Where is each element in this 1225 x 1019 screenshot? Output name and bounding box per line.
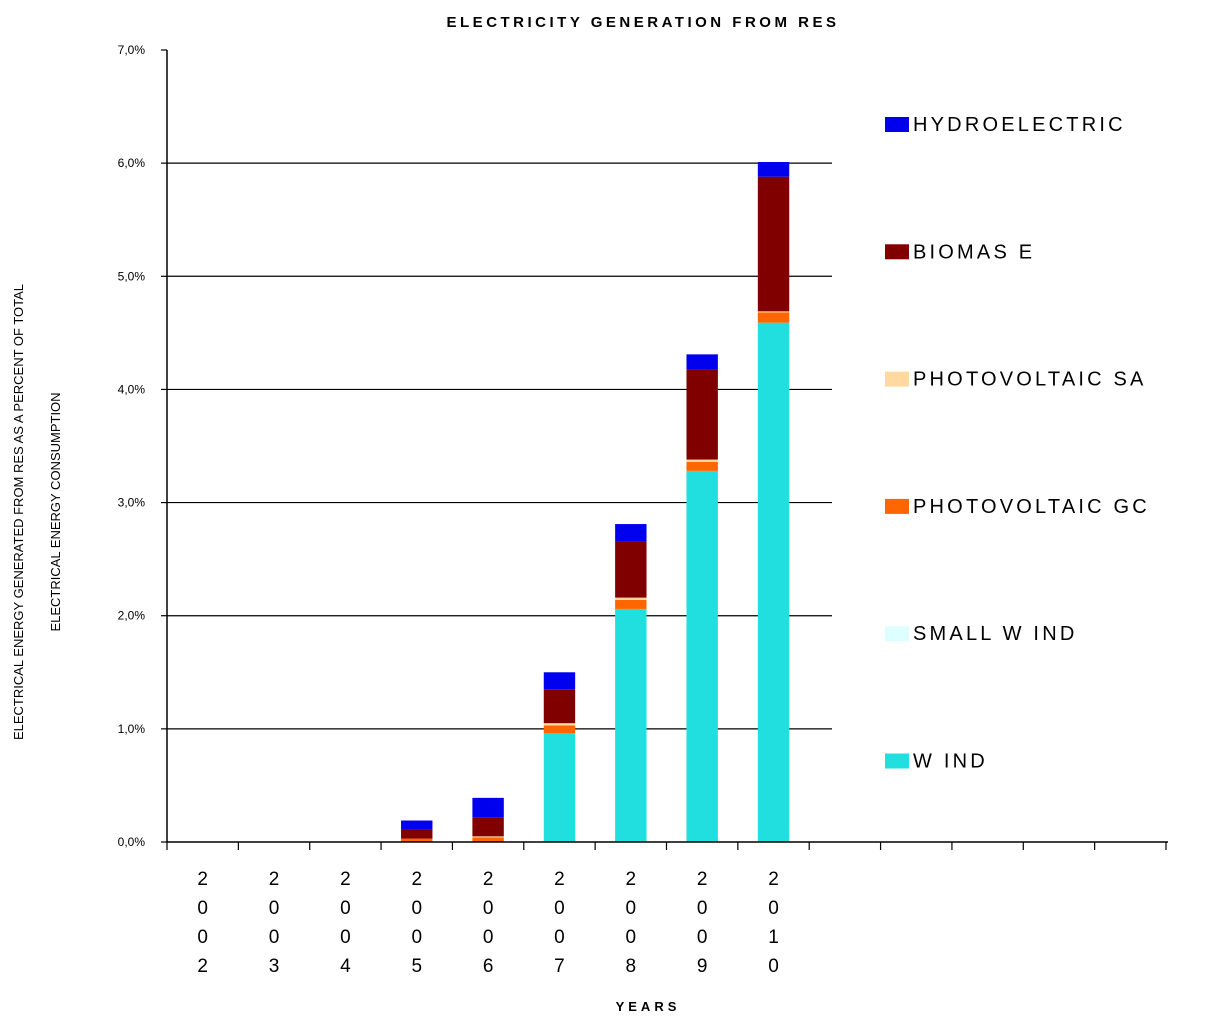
chart-title: ELECTRICITY GENERATION FROM RES: [447, 14, 840, 31]
legend-swatch: [885, 371, 909, 387]
bar-segment: [686, 459, 718, 462]
legend-swatch: [885, 753, 909, 769]
y-tick-label: 3,0%: [118, 496, 146, 510]
legend-swatch: [885, 498, 909, 514]
bar-segment: [472, 817, 504, 837]
bar-segment: [686, 354, 718, 370]
y-tick-label: 7,0%: [118, 43, 146, 57]
bar-segment: [615, 608, 647, 842]
y-tick-label: 2,0%: [118, 609, 146, 623]
legend-label: PHOTOVOLTAIC GC: [913, 496, 1150, 518]
bar-segment: [686, 461, 718, 471]
bar-segment: [543, 723, 576, 726]
bar-segment: [615, 541, 647, 598]
x-tick-labels: 2 0 0 2 2 0 0 3 2 0 0 4 2 0 0 5 2 0 0 6 2 0 0 7 2 0 0 8 2 0 0 9 2 0 1 0: [197, 869, 778, 977]
legend-label: SMALL W IND: [913, 623, 1077, 645]
bar-segment: [615, 599, 647, 609]
legend-item: PHOTOVOLTAIC GC: [885, 496, 1150, 518]
bar-segment: [615, 524, 647, 542]
legend-item: HYDROELECTRIC: [885, 114, 1126, 136]
legend-item: SMALL W IND: [885, 623, 1077, 645]
y-tick-label: 6,0%: [118, 156, 146, 170]
legend-label: PHOTOVOLTAIC SA: [913, 369, 1147, 391]
legend-swatch: [885, 117, 909, 132]
y-tick-label: 5,0%: [118, 269, 146, 283]
bar-segment: [401, 820, 433, 830]
bar-segment: [472, 837, 504, 842]
gridlines: [167, 162, 832, 730]
bar-segment: [543, 725, 576, 734]
bars: [401, 162, 790, 842]
bar-segment: [543, 672, 576, 690]
bar-segment: [401, 829, 433, 839]
bar-segment: [686, 470, 718, 842]
legend-swatch: [885, 626, 909, 642]
bar-segment: [472, 797, 504, 818]
y-axis-title-line-1: ELECTRICAL ENERGY GENERATED FROM RES AS …: [11, 284, 26, 740]
bar-segment: [757, 176, 790, 312]
bar-segment: [543, 733, 576, 842]
y-tick-labels: 0,0% 1,0% 2,0% 3,0% 4,0% 5,0% 6,0% 7,0%: [118, 43, 146, 849]
axes: [161, 49, 1168, 850]
legend-label: W IND: [913, 751, 988, 773]
legend-item: W IND: [885, 751, 988, 773]
y-tick-label: 0,0%: [118, 835, 146, 849]
y-axis-title-line-2: ELECTRICAL ENERGY CONSUMPTION: [48, 392, 63, 631]
legend-item: BIOMAS E: [885, 241, 1035, 263]
bar-segment: [615, 597, 647, 600]
bar-segment: [686, 369, 718, 460]
legend-label: HYDROELECTRIC: [913, 114, 1126, 136]
x-axis-title: YEARS: [616, 999, 681, 1014]
bar-segment: [757, 312, 790, 323]
legend: HYDROELECTRIC BIOMAS E PHOTOVOLTAIC SA PHOT…: [885, 114, 1150, 773]
bar-segment: [757, 322, 790, 842]
y-axis-title: ELECTRICAL ENERGY GENERATED FROM RES AS …: [11, 284, 63, 740]
legend-swatch: [885, 244, 909, 260]
y-tick-label: 1,0%: [118, 722, 146, 736]
y-tick-label: 4,0%: [118, 382, 146, 396]
legend-item: PHOTOVOLTAIC SA: [885, 369, 1147, 391]
bar-segment: [543, 689, 576, 724]
legend-label: BIOMAS E: [913, 241, 1035, 263]
bar-segment: [401, 838, 433, 842]
bar-segment: [757, 162, 790, 177]
bar-segment: [757, 311, 790, 313]
bar-segment: [472, 836, 504, 838]
